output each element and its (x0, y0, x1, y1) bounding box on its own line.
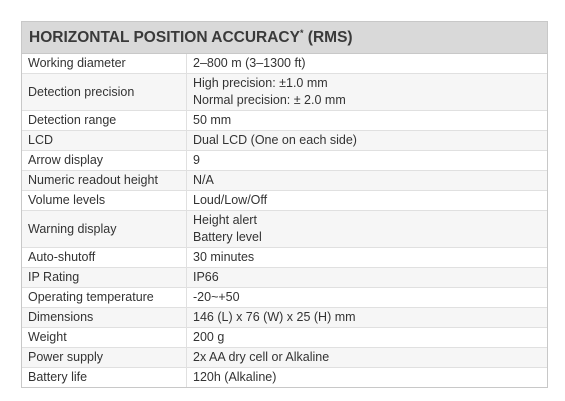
value-line: 30 minutes (193, 250, 255, 264)
title-suffix: (RMS) (307, 29, 353, 46)
row-label: Arrow display (22, 150, 187, 171)
table-row: Weight 200 g (22, 327, 547, 348)
value-line: 120h (Alkaline) (193, 370, 277, 384)
row-label: LCD (22, 130, 187, 151)
row-value: 120h (Alkaline) (187, 368, 548, 388)
table-row: Dimensions 146 (L) x 76 (W) x 25 (H) mm (22, 307, 547, 328)
row-label: Detection range (22, 110, 187, 131)
row-value: 30 minutes (186, 247, 547, 268)
table-row: Operating temperature -20~+50 (22, 287, 547, 308)
value-line: Dual LCD (One on each side) (193, 133, 357, 147)
value-line: Normal precision: ± 2.0 mm (193, 93, 346, 107)
row-label: Auto-shutoff (22, 247, 187, 268)
table-row: Warning display Height alert Battery level (22, 210, 547, 248)
title-mark: * (299, 28, 304, 38)
row-value: Height alert Battery level (186, 210, 547, 248)
row-value: 146 (L) x 76 (W) x 25 (H) mm (186, 307, 547, 328)
value-line: -20~+50 (193, 290, 240, 304)
row-label: IP Rating (22, 267, 187, 288)
table-row: LCD Dual LCD (One on each side) (22, 130, 547, 151)
row-value: Loud/Low/Off (186, 190, 547, 211)
value-line: Battery level (193, 230, 262, 244)
table-row: Arrow display 9 (22, 150, 547, 171)
row-value: Dual LCD (One on each side) (186, 130, 547, 151)
row-value: 200 g (186, 327, 547, 348)
row-value: -20~+50 (186, 287, 547, 308)
value-line: Loud/Low/Off (193, 193, 268, 207)
row-label: Weight (22, 327, 187, 348)
row-label: Numeric readout height (22, 170, 187, 191)
row-label: Warning display (22, 210, 187, 248)
row-value: IP66 (186, 267, 547, 288)
value-line: 146 (L) x 76 (W) x 25 (H) mm (193, 310, 356, 324)
row-label: Volume levels (22, 190, 187, 211)
row-label: Operating temperature (22, 287, 187, 308)
row-value: 50 mm (186, 110, 547, 131)
row-value: 2x AA dry cell or Alkaline (186, 347, 547, 368)
row-label: Power supply (22, 347, 187, 368)
table-row: Detection range 50 mm (22, 110, 547, 131)
table-row: IP Rating IP66 (22, 267, 547, 288)
table-row: Numeric readout height N/A (22, 170, 547, 191)
table-row: Detection precision High precision: ±1.0 … (22, 73, 547, 111)
row-value: N/A (186, 170, 547, 191)
row-label: Detection precision (22, 73, 187, 111)
table-header: HORIZONTAL POSITION ACCURACY* (RMS) (22, 22, 547, 54)
table-row: Battery life 120h (Alkaline) (22, 367, 548, 388)
table-body: Working diameter 2–800 m (3–1300 ft) Detec… (22, 54, 547, 387)
row-value: High precision: ±1.0 mm Normal precision:… (186, 73, 547, 111)
value-line: 2–800 m (3–1300 ft) (193, 56, 306, 70)
table-row: Volume levels Loud/Low/Off (22, 190, 547, 211)
value-line: N/A (193, 173, 214, 187)
value-line: High precision: ±1.0 mm (193, 76, 328, 90)
row-label: Battery life (22, 367, 187, 387)
value-line: Height alert (193, 213, 257, 227)
value-line: IP66 (193, 270, 219, 284)
row-value: 2–800 m (3–1300 ft) (186, 54, 547, 74)
value-line: 9 (193, 153, 200, 167)
value-line: 2x AA dry cell or Alkaline (193, 350, 330, 364)
table-row: Auto-shutoff 30 minutes (22, 247, 547, 268)
row-value: 9 (186, 150, 547, 171)
table-row: Working diameter 2–800 m (3–1300 ft) (22, 54, 547, 74)
row-label: Working diameter (22, 54, 187, 74)
spec-table: HORIZONTAL POSITION ACCURACY* (RMS) Work… (21, 21, 548, 388)
value-line: 200 g (193, 330, 225, 344)
table-row: Power supply 2x AA dry cell or Alkaline (22, 347, 547, 368)
row-label: Dimensions (22, 307, 187, 328)
title: HORIZONTAL POSITION ACCURACY (29, 29, 300, 46)
value-line: 50 mm (193, 113, 232, 127)
